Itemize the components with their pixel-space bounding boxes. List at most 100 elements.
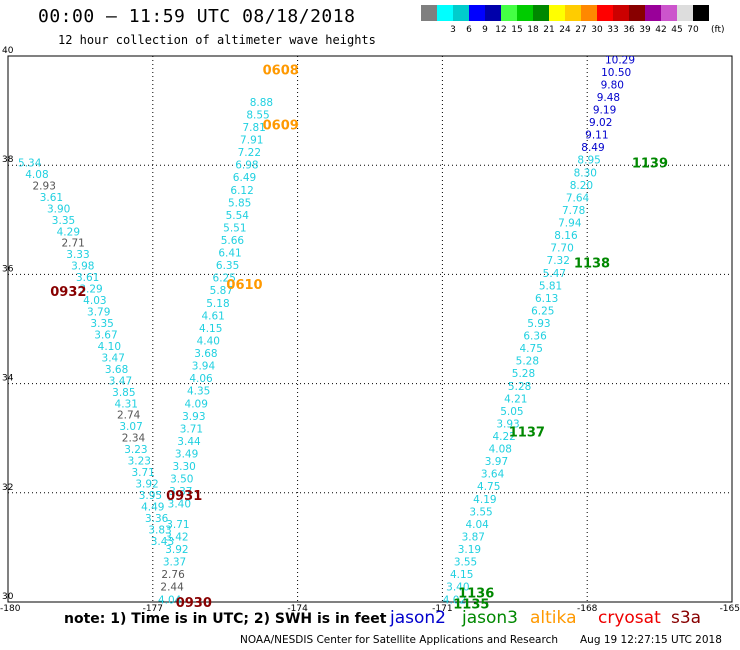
wave-height-value: 2.76 [161, 569, 185, 581]
wave-height-value: 4.75 [477, 481, 500, 493]
wave-height-value: 8.88 [250, 97, 273, 109]
wave-height-value: 7.32 [547, 255, 570, 267]
wave-height-value: 8.55 [246, 109, 269, 121]
legend-swatch [613, 5, 629, 21]
wave-height-value: 6.36 [523, 331, 547, 343]
wave-height-value: 3.37 [169, 486, 192, 498]
pass-time-label: 0608 [263, 64, 299, 79]
wave-height-value: 4.03 [83, 295, 106, 307]
wave-height-value: 4.49 [141, 501, 164, 513]
wave-height-value: 6.13 [535, 293, 558, 305]
legend-unit: (ft) [711, 25, 725, 35]
legend-tick-label: 33 [607, 25, 619, 35]
wave-height-value: 5.28 [516, 356, 539, 368]
wave-height-value: 5.85 [228, 197, 251, 209]
lon-tick-label: -174 [287, 604, 308, 614]
wave-height-value: 3.55 [469, 506, 492, 518]
wave-height-value: 8.95 [577, 155, 600, 167]
wave-height-value: 3.33 [66, 249, 89, 261]
wave-height-value: 3.68 [194, 348, 217, 360]
wave-height-value: 4.40 [197, 335, 220, 347]
wave-height-value: 7.94 [558, 218, 582, 230]
pass-time-label: 1139 [632, 156, 668, 171]
lon-tick-label: -165 [720, 604, 740, 614]
wave-height-value: 8.30 [574, 167, 597, 179]
wave-height-value: 3.95 [139, 490, 162, 502]
wave-height-value: 3.94 [192, 361, 216, 373]
legend-tick-label: 30 [591, 25, 603, 35]
map-subtitle: 12 hour collection of altimeter wave hei… [58, 33, 376, 47]
credit-text: NOAA/NESDIS Center for Satellite Applica… [240, 634, 558, 646]
wave-height-value: 12.47 [617, 17, 647, 29]
pass-time-label: 0930 [176, 596, 212, 611]
lat-tick-label: 30 [2, 592, 14, 602]
wave-height-value: 4.21 [504, 393, 527, 405]
lon-tick-label: -180 [0, 604, 21, 614]
wave-height-value: 9.80 [601, 79, 624, 91]
wave-height-value: 3.07 [119, 421, 142, 433]
legend-tick-label: 15 [511, 25, 523, 35]
wave-height-value: 4.29 [57, 226, 80, 238]
wave-height-value: 3.47 [109, 375, 132, 387]
pass-time-label: 0609 [263, 118, 299, 133]
wave-height-value: 6.49 [233, 172, 256, 184]
wave-height-value: 4.22 [492, 431, 515, 443]
lon-tick-label: -168 [577, 604, 598, 614]
wave-height-value: 10.50 [601, 67, 631, 79]
legend-swatch [693, 5, 709, 21]
legend-tick-label: 9 [482, 25, 488, 35]
wave-height-value: 3.47 [102, 352, 125, 364]
lon-tick-label: -177 [143, 604, 163, 614]
wave-height-value: 2.74 [117, 410, 141, 422]
wave-height-value: 3.23 [128, 456, 151, 468]
satellite-label-jason3: jason3 [462, 608, 518, 628]
wave-height-value: 3.64 [481, 469, 505, 481]
wave-height-value: 3.61 [40, 192, 63, 204]
map-frame [7, 55, 733, 603]
wave-height-value: 3.92 [135, 479, 158, 491]
legend-tick-label: 21 [543, 25, 555, 35]
wave-height-value: 7.22 [238, 147, 261, 159]
wave-height-value: 11.35 [609, 42, 639, 54]
legend-tick-label: 12 [495, 25, 507, 35]
wave-height-value: 3.97 [485, 456, 508, 468]
legend-swatch [421, 5, 437, 21]
wave-height-value: 11.10 [613, 29, 643, 41]
wave-height-value: 3.93 [496, 418, 519, 430]
legend-tick-label: 36 [623, 25, 635, 35]
wave-height-value: 6.25 [531, 305, 554, 317]
lat-tick-label: 40 [2, 46, 14, 56]
wave-height-value: 7.81 [242, 122, 265, 134]
legend-swatch [661, 5, 677, 21]
wave-height-value: 4.19 [473, 494, 496, 506]
wave-height-value: 2.44 [160, 582, 184, 594]
wave-height-value: 5.87 [210, 285, 233, 297]
lat-tick-label: 36 [2, 264, 14, 274]
wave-height-value: 3.98 [71, 261, 94, 273]
wave-height-value: 7.78 [562, 205, 585, 217]
legend-tick-label: 6 [466, 25, 472, 35]
wave-height-value: 5.28 [508, 381, 531, 393]
satellite-label-jason2: jason2 [390, 608, 446, 628]
wave-height-value: 5.47 [543, 268, 566, 280]
wave-height-value: 5.28 [512, 368, 535, 380]
legend-swatch [597, 5, 613, 21]
legend-swatch [645, 5, 661, 21]
satellite-label-cryosat: cryosat [598, 608, 661, 628]
lat-tick-label: 34 [2, 374, 14, 384]
wave-height-value: 3.68 [105, 364, 128, 376]
legend-swatch [629, 5, 645, 21]
wave-height-value: 3.67 [94, 329, 117, 341]
wave-height-value: 3.90 [47, 203, 70, 215]
wave-height-value: 3.35 [52, 215, 75, 227]
wave-height-value: 4.04 [158, 594, 182, 606]
wave-height-value: 9.19 [593, 105, 616, 117]
timestamp-text: Aug 19 12:27:15 UTC 2018 [580, 634, 722, 646]
legend-tick-label: 24 [559, 25, 571, 35]
wave-height-value: 4.02 [443, 594, 466, 606]
pass-time-label: 1135 [453, 598, 489, 613]
wave-height-value: 3.55 [454, 557, 477, 569]
legend-tick-label: 27 [575, 25, 587, 35]
wave-height-value: 9.02 [589, 117, 612, 129]
